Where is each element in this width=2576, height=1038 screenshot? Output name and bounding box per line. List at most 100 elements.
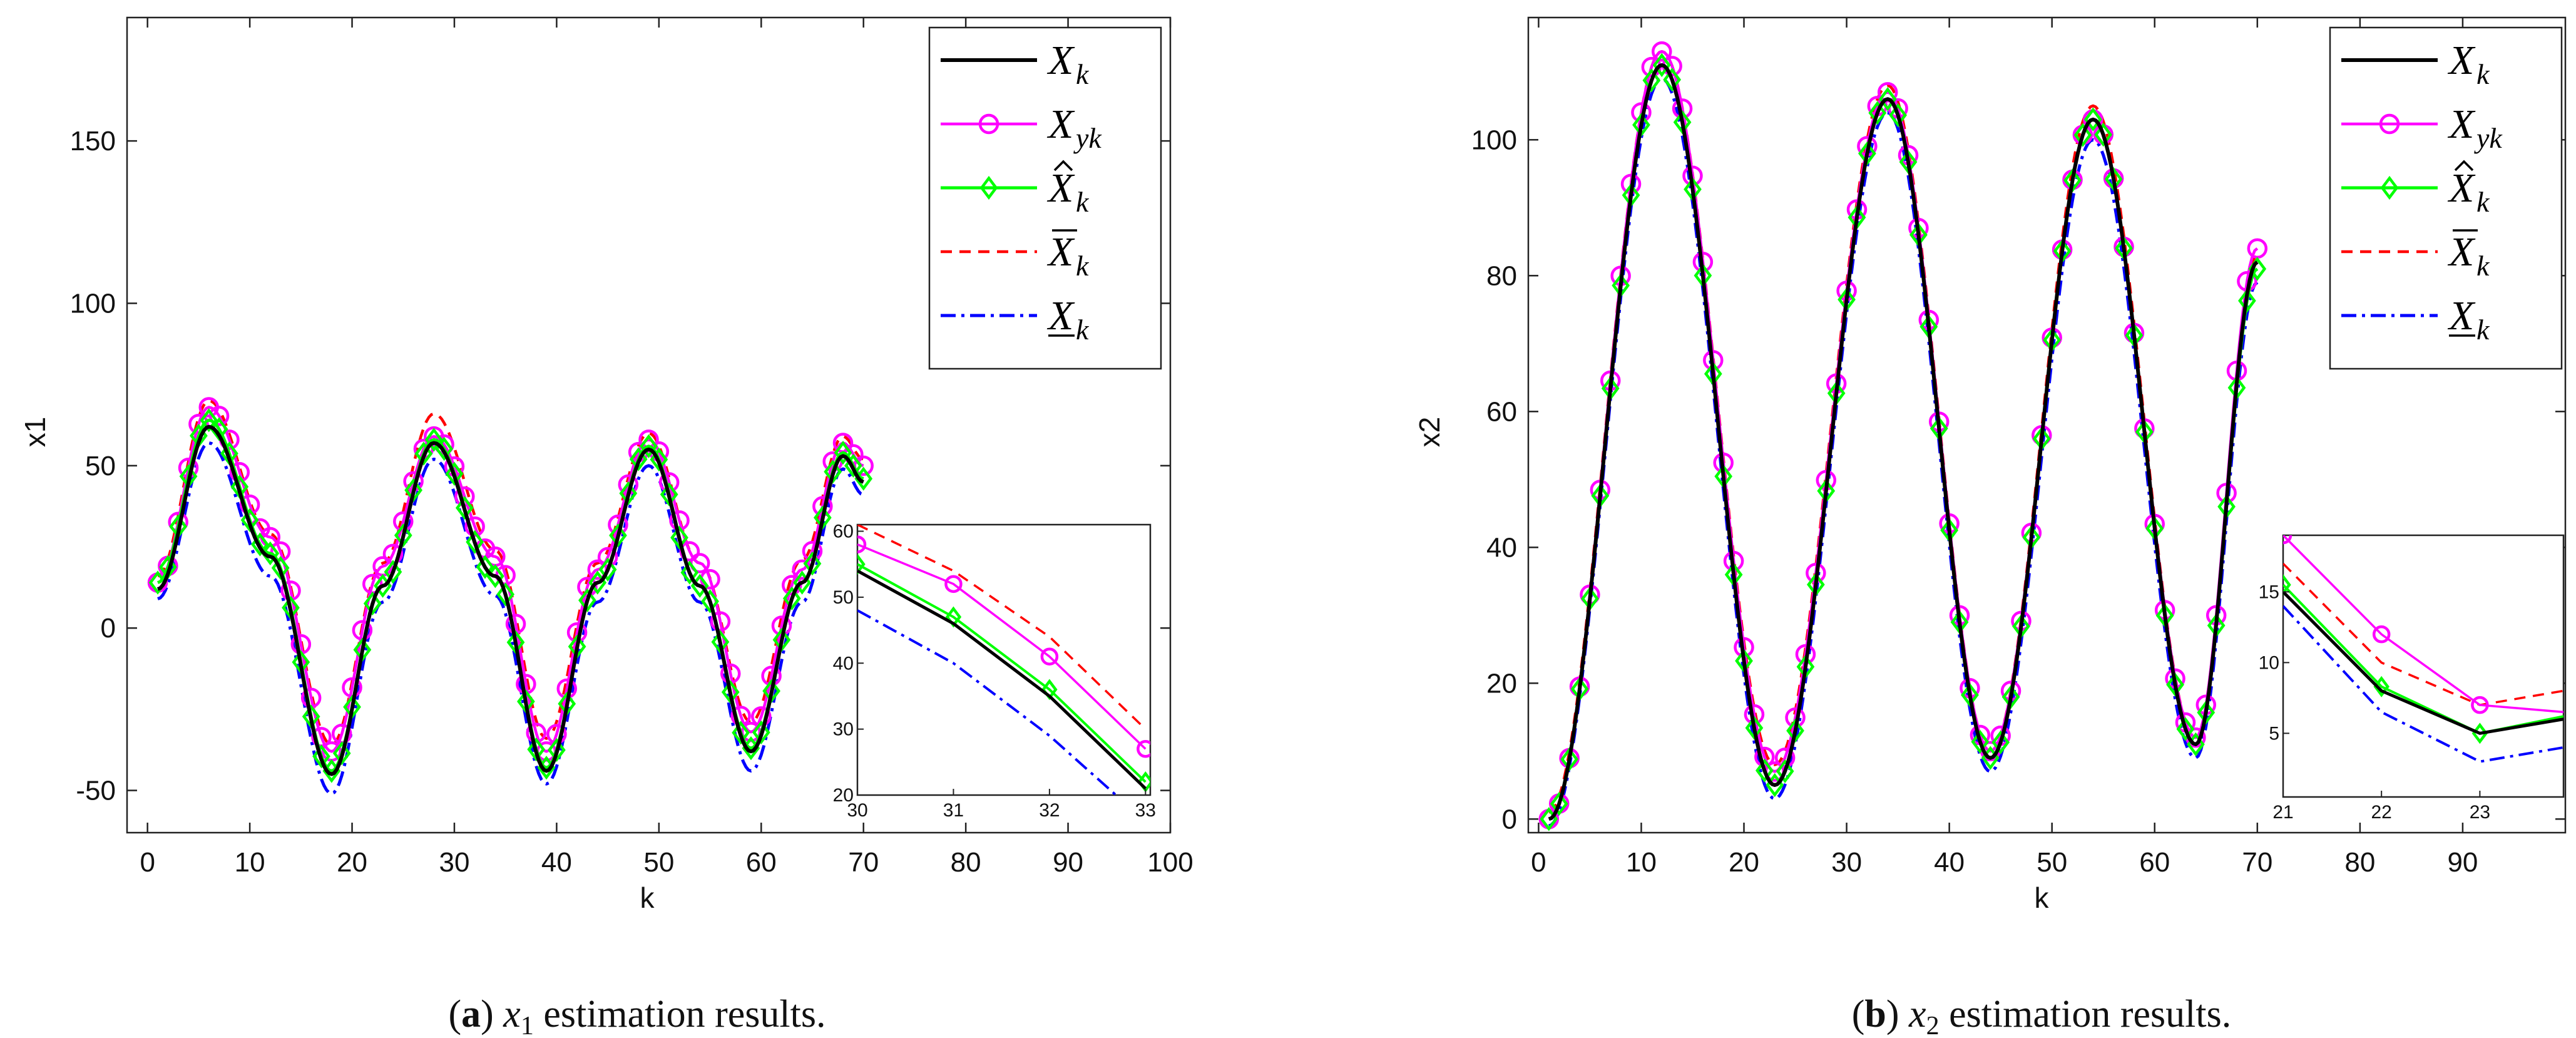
panel-a-series-marker-xk bbox=[598, 557, 617, 582]
panel-b-ytick-label: 60 bbox=[1486, 396, 1517, 427]
panel-a-series-marker-xk bbox=[455, 496, 474, 520]
panel-b-legend-sub-xk: k bbox=[2476, 58, 2490, 90]
panel-b-legend-label-xk: X bbox=[2447, 38, 2476, 83]
panel-b-series-marker-xk bbox=[2094, 123, 2113, 147]
panel-a-caption-sub: 1 bbox=[521, 1012, 534, 1038]
panel-b-inset-xtick-label: 23 bbox=[2470, 802, 2490, 823]
panel-a-inset-line-xklower bbox=[857, 609, 1118, 795]
panel-b-series-marker-xk bbox=[1991, 730, 2010, 754]
panel-b-series-marker-xk bbox=[1663, 68, 1682, 92]
panel-a-series-marker-xk bbox=[701, 589, 719, 614]
panel-a-inset-marker-xyk bbox=[944, 575, 963, 594]
panel-b-caption-text: estimation results. bbox=[1940, 993, 2232, 1035]
panel-a-inset-ytick-label: 20 bbox=[833, 785, 854, 806]
panel-a-series-marker-xk bbox=[752, 720, 770, 745]
panel-b-series-marker-xk bbox=[1786, 718, 1804, 743]
panel-a-legend-sub-xklower: k bbox=[1076, 314, 1090, 346]
panel-b-series-marker-xk bbox=[1652, 53, 1671, 78]
panel-a-inset-ytick-label: 40 bbox=[833, 653, 854, 674]
panel-b-legend-sub-xk: k bbox=[2476, 186, 2490, 218]
panel-a-series-marker-xyk bbox=[464, 516, 485, 537]
panel-a-xtick-label: 80 bbox=[951, 847, 981, 878]
panel-b-legend-label-xk: X bbox=[2447, 229, 2476, 275]
panel-b-inset-line-xk bbox=[2283, 562, 2563, 706]
panel-b-series-line-xk bbox=[1548, 63, 2259, 821]
panel-a-legend-sub-xk: k bbox=[1076, 250, 1090, 282]
panel-a-series-marker-xk bbox=[548, 737, 566, 763]
panel-a-series-marker-xk bbox=[271, 556, 290, 580]
panel-b-legend-hat-accent bbox=[2454, 160, 2474, 172]
panel-a-legend-sub-xk: k bbox=[1076, 186, 1090, 218]
panel-b-series bbox=[1538, 41, 2268, 831]
panel-a-series-line-xk bbox=[156, 424, 864, 776]
panel-a-series-marker-xk bbox=[394, 523, 412, 548]
panel-a-series-marker-xk bbox=[527, 737, 546, 762]
panel-a-inset-marker-xyk bbox=[857, 535, 867, 553]
panel-a-series-marker-xk bbox=[496, 582, 515, 607]
panel-a-series-marker-xk bbox=[363, 591, 382, 616]
panel-b-caption-label: b bbox=[1864, 993, 1886, 1035]
panel-a-series-line-xk bbox=[157, 399, 864, 747]
panel-b-ytick-label: 80 bbox=[1486, 260, 1517, 291]
panel-a-ytick-label: 0 bbox=[101, 613, 116, 644]
panel-b-inset-ytick-label: 15 bbox=[2259, 582, 2279, 602]
panel-b-legend-label-xklower: X bbox=[2447, 293, 2476, 339]
panel-a-series-marker-xk bbox=[578, 588, 596, 612]
panel-a-inset-marker-xyk bbox=[1137, 739, 1150, 758]
panel-a-legend-label-xk: X bbox=[1046, 229, 1075, 275]
panel-a-inset-line-xk bbox=[857, 569, 1147, 790]
panel-b-legend-label-xyk: X bbox=[2447, 101, 2476, 147]
panel-b-xtick-label: 70 bbox=[2242, 847, 2272, 878]
panel-a-inset-marker-xyk bbox=[1040, 647, 1059, 665]
panel-b-legend-sub-xk: k bbox=[2476, 250, 2490, 282]
panel-a-series-marker-xk bbox=[670, 525, 688, 550]
panel-b-ytick-label: 40 bbox=[1486, 532, 1517, 563]
panel-a-inset-ytick-label: 30 bbox=[833, 719, 854, 740]
panel-b-series-marker-xk bbox=[1776, 759, 1794, 784]
panel-a-legend-hat-accent bbox=[1053, 160, 1073, 172]
panel-b-series-line-xk bbox=[1548, 63, 2259, 821]
panel-a-series-line-xklower bbox=[157, 441, 864, 796]
panel-b-series-marker-xk bbox=[2238, 289, 2256, 313]
panel-a-series-marker-xk bbox=[834, 440, 852, 465]
panel-b-series-marker-xk bbox=[2083, 107, 2102, 131]
panel-b-xtick-label: 20 bbox=[1729, 847, 1759, 878]
panel-b-series-marker-xk bbox=[2176, 717, 2195, 741]
panel-a-legend-marker-xyk bbox=[978, 113, 999, 135]
panel-a-xtick-label: 30 bbox=[439, 847, 470, 878]
panel-b-ytick-label: 20 bbox=[1486, 668, 1517, 699]
panel-a-caption-label: a bbox=[461, 993, 481, 1035]
panel-b-legend-label-xk: X bbox=[2447, 165, 2476, 211]
panel-b-legend-marker-xk bbox=[2380, 175, 2399, 200]
panel-a-xtick-label: 60 bbox=[746, 847, 777, 878]
panel-b-series-line-xk bbox=[1548, 50, 2259, 814]
panel-b-caption-sub: 2 bbox=[1926, 1012, 1940, 1038]
panel-b-inset-ytick-label: 5 bbox=[2269, 723, 2279, 744]
panel-b-series-marker-xyk bbox=[1652, 41, 1672, 62]
panel-a-series-marker-xyk bbox=[239, 494, 260, 515]
panel-a-series-marker-xk bbox=[732, 721, 750, 745]
panel-a-caption: (a) x1 estimation results. bbox=[448, 993, 825, 1038]
panel-b-xtick-label: 50 bbox=[2037, 847, 2067, 878]
panel-b-legend-marker-xyk bbox=[2379, 113, 2400, 135]
panel-b-inset-marker-xk bbox=[2373, 676, 2389, 697]
panel-b-series-marker-xk bbox=[1868, 101, 1887, 125]
panel-b-caption: (b) x2 estimation results. bbox=[1852, 993, 2232, 1038]
panel-b-inset-xtick-label: 21 bbox=[2272, 802, 2293, 823]
panel-a-inset-line-xk bbox=[857, 563, 1147, 783]
panel-a-inset-xtick-label: 32 bbox=[1039, 800, 1060, 821]
panel-b-inset: 21 22 23 5 10 15 bbox=[2259, 534, 2565, 823]
panel-a-series-marker-xk bbox=[476, 555, 494, 579]
panel-b-series-marker-xk bbox=[1755, 758, 1774, 783]
panel-b-series-marker-xk bbox=[2073, 123, 2092, 147]
panel-b-inset-line-xk bbox=[2283, 590, 2563, 735]
panel-b-inset-xtick-label: 22 bbox=[2371, 802, 2392, 823]
panel-b-inset-line-xyk bbox=[2283, 535, 2563, 714]
panel-b-inset-marker-xyk bbox=[2372, 625, 2391, 644]
panel-a-series-marker-xk bbox=[200, 408, 218, 433]
panel-a-xtick-label: 100 bbox=[1147, 847, 1193, 878]
